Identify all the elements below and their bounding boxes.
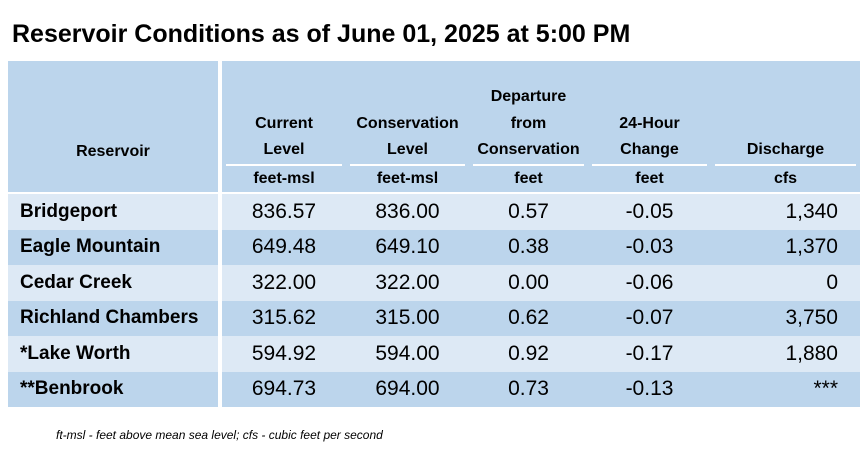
table-row: Eagle Mountain 649.48 649.10 0.38 -0.03 …: [8, 229, 860, 265]
departure-value: 0.62: [469, 300, 588, 336]
column-header-line: Level: [387, 141, 428, 158]
column-header-line: Change: [620, 141, 679, 158]
column-header-unit: feet: [473, 163, 584, 193]
table-row: Bridgeport 836.57 836.00 0.57 -0.05 1,34…: [8, 192, 860, 230]
conservation-level-value: 322.00: [346, 265, 469, 301]
table-row: Richland Chambers 315.62 315.00 0.62 -0.…: [8, 300, 860, 336]
discharge-value: 0: [711, 265, 860, 301]
column-header-conservation-level: Conservation Level feet-msl: [346, 61, 469, 192]
column-header-unit: [12, 166, 214, 193]
discharge-value: 3,750: [711, 300, 860, 336]
reservoir-name: Bridgeport: [8, 192, 222, 230]
column-header-line: from: [510, 114, 547, 132]
reservoir-name: Eagle Mountain: [8, 229, 222, 265]
column-header-24-hour-change: 24-Hour Change feet: [588, 61, 711, 192]
change-value: -0.13: [588, 371, 711, 407]
footnote: ft-msl - feet above mean sea level; cfs …: [56, 428, 383, 442]
table-row: *Lake Worth 594.92 594.00 0.92 -0.17 1,8…: [8, 336, 860, 372]
departure-value: 0.73: [469, 371, 588, 407]
reservoir-table: Reservoir Current Level feet-msl Conserv…: [8, 61, 860, 407]
reservoir-name: Richland Chambers: [8, 300, 222, 336]
column-header-current-level: Current Level feet-msl: [222, 61, 346, 192]
current-level-value: 694.73: [222, 371, 346, 407]
column-header-reservoir: Reservoir: [8, 61, 222, 192]
reservoir-name: Cedar Creek: [8, 265, 222, 301]
column-header-line: Reservoir: [76, 143, 150, 160]
departure-value: 0.38: [469, 229, 588, 265]
column-header-line: Conservation: [477, 141, 580, 158]
column-header-departure: Departure from Conservation feet: [469, 61, 588, 192]
change-value: -0.03: [588, 229, 711, 265]
column-header-discharge: Discharge cfs: [711, 61, 860, 192]
column-header-line: Current: [255, 114, 313, 132]
table-row: **Benbrook 694.73 694.00 0.73 -0.13 ***: [8, 371, 860, 407]
conservation-level-value: 649.10: [346, 229, 469, 265]
column-header-line: Level: [263, 141, 305, 158]
column-header-line: 24-Hour: [619, 114, 680, 132]
column-header-line: Discharge: [746, 141, 825, 158]
change-value: -0.07: [588, 300, 711, 336]
departure-value: 0.57: [469, 192, 588, 230]
page-title: Reservoir Conditions as of June 01, 2025…: [12, 20, 631, 48]
current-level-value: 322.00: [222, 265, 346, 301]
current-level-value: 594.92: [222, 336, 346, 372]
discharge-value: 1,340: [711, 192, 860, 230]
header-row: Reservoir Current Level feet-msl Conserv…: [8, 61, 860, 192]
change-value: -0.05: [588, 192, 711, 230]
column-header-unit: feet-msl: [226, 163, 342, 193]
column-header-unit: feet-msl: [350, 163, 465, 193]
discharge-value: ***: [711, 371, 860, 407]
discharge-value: 1,880: [711, 336, 860, 372]
change-value: -0.17: [588, 336, 711, 372]
current-level-value: 315.62: [222, 300, 346, 336]
reservoir-name: **Benbrook: [8, 371, 222, 407]
departure-value: 0.92: [469, 336, 588, 372]
conservation-level-value: 315.00: [346, 300, 469, 336]
current-level-value: 836.57: [222, 192, 346, 230]
change-value: -0.06: [588, 265, 711, 301]
conservation-level-value: 694.00: [346, 371, 469, 407]
conservation-level-value: 836.00: [346, 192, 469, 230]
reservoir-name: *Lake Worth: [8, 336, 222, 372]
column-header-unit: cfs: [715, 163, 856, 193]
column-header-unit: feet: [592, 163, 707, 193]
discharge-value: 1,370: [711, 229, 860, 265]
conservation-level-value: 594.00: [346, 336, 469, 372]
current-level-value: 649.48: [222, 229, 346, 265]
column-header-line: Departure: [490, 88, 567, 105]
departure-value: 0.00: [469, 265, 588, 301]
table-row: Cedar Creek 322.00 322.00 0.00 -0.06 0: [8, 265, 860, 301]
column-header-line: Conservation: [356, 114, 459, 132]
